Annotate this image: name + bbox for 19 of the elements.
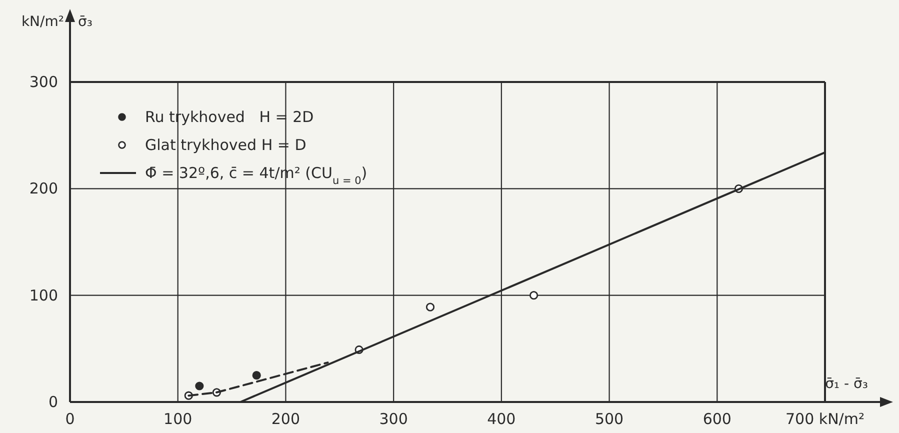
point — [529, 291, 538, 300]
x-tick-label: 200 — [271, 410, 300, 428]
y-tick-label: 100 — [29, 286, 58, 304]
x-tick-label: 0 — [65, 410, 75, 428]
x-tick-label: 300 — [379, 410, 408, 428]
x-axis-title: σ̄₁ - σ̄₃ — [825, 376, 868, 392]
point — [252, 371, 261, 380]
point — [426, 302, 435, 312]
y-axis-title: σ̄₃ — [78, 14, 92, 30]
text: kN/m² — [21, 14, 64, 30]
y-tick-label: 300 — [29, 73, 58, 91]
x-tick-label: 500 — [594, 410, 624, 428]
x-tick-label: 600 — [702, 410, 732, 428]
x-tick-label: 100 — [164, 410, 192, 428]
x-tick-label: 700 kN/m² — [786, 410, 864, 428]
x-tick-label: 400 — [487, 410, 516, 428]
y-tick-label: 200 — [29, 180, 58, 198]
point — [195, 382, 204, 390]
y-tick-label: 0 — [48, 393, 58, 411]
